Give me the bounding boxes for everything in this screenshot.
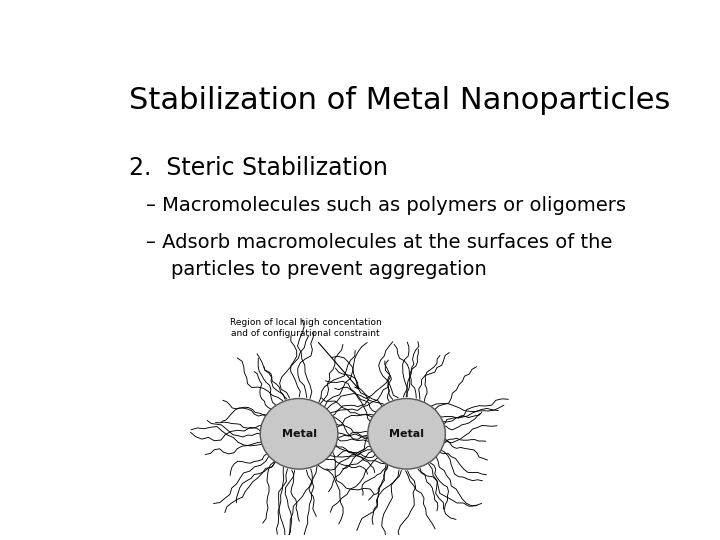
Text: Stabilization of Metal Nanoparticles: Stabilization of Metal Nanoparticles	[129, 85, 670, 114]
Text: Metal: Metal	[282, 429, 317, 439]
Ellipse shape	[260, 399, 338, 469]
Text: – Macromolecules such as polymers or oligomers: – Macromolecules such as polymers or oli…	[145, 196, 626, 215]
Text: – Adsorb macromolecules at the surfaces of the
    particles to prevent aggregat: – Adsorb macromolecules at the surfaces …	[145, 233, 612, 279]
Ellipse shape	[368, 399, 446, 469]
Text: 2.  Steric Stabilization: 2. Steric Stabilization	[129, 156, 388, 180]
Text: Metal: Metal	[389, 429, 424, 439]
Text: Region of local high concentation
and of configurational constraint: Region of local high concentation and of…	[230, 318, 382, 389]
